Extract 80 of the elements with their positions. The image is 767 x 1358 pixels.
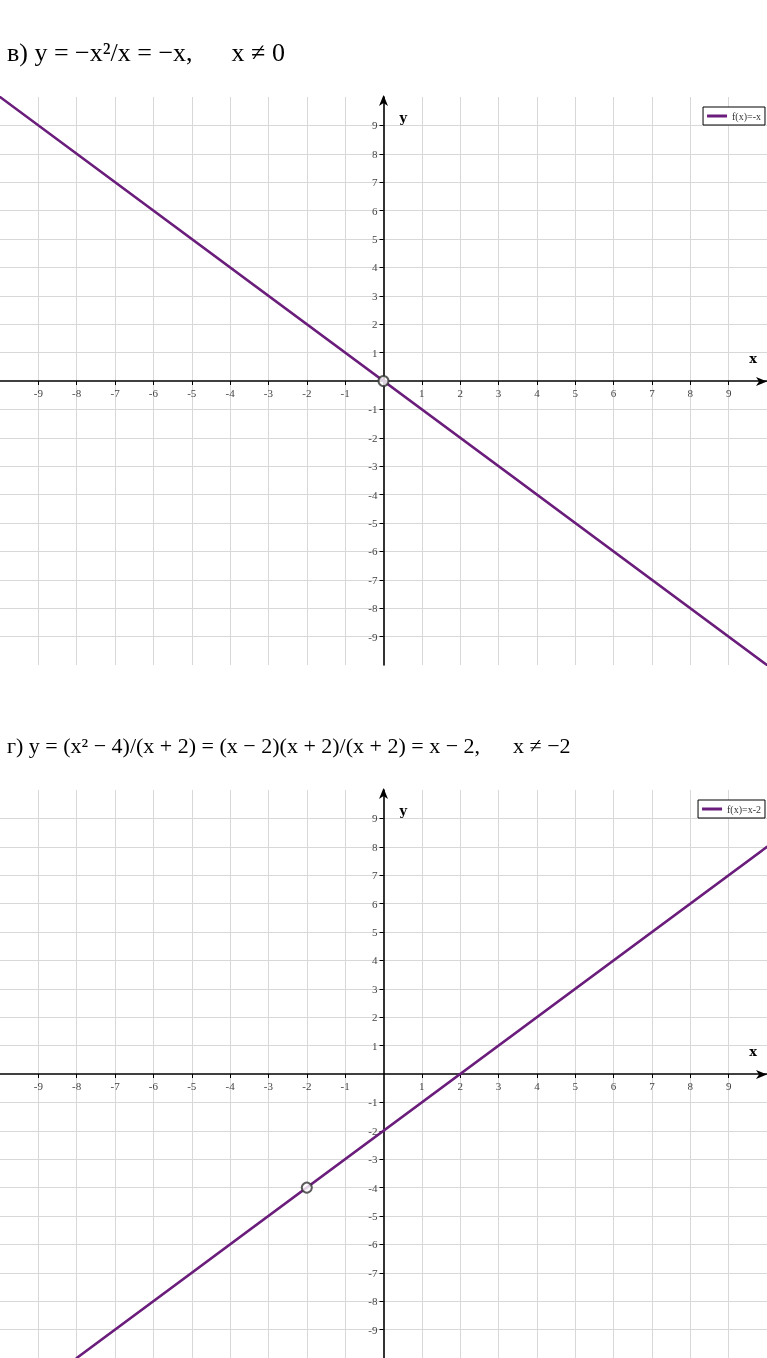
y-tick-label: -8 [368,1295,378,1308]
x-tick-label: 7 [649,1079,656,1092]
y-tick-label: 2 [372,318,378,331]
x-tick-label: 5 [572,1079,579,1092]
x-axis-title: x [749,351,758,366]
x-tick-label: 7 [649,386,656,399]
x-tick-label: -8 [72,386,82,399]
y-tick-label: 3 [372,982,378,995]
x-tick-label: -4 [225,386,236,399]
y-tick-label: -4 [368,488,378,501]
x-tick-label: 1 [419,1079,425,1092]
x-tick-label: 4 [534,386,541,399]
x-tick-label: 1 [419,386,425,399]
y-tick-label: -7 [368,1266,378,1279]
x-tick-label: 9 [725,1079,732,1092]
y-axis-title: y [398,803,408,818]
y-tick-label: -7 [368,573,378,586]
x-tick-label: 5 [572,386,579,399]
y-tick-label: -1 [368,403,378,416]
y-tick-label: 9 [372,812,378,825]
x-tick-label: -2 [302,386,312,399]
x-tick-label: -2 [302,1079,312,1092]
y-tick-label: -8 [368,602,378,615]
y-tick-label: -6 [368,1238,378,1251]
y-tick-label: 8 [372,147,378,160]
legend-label: f(x)=x-2 [727,803,762,816]
y-tick-label: 6 [372,204,378,217]
x-tick-label: -1 [340,386,350,399]
x-tick-label: 9 [725,386,732,399]
y-tick-label: 7 [372,176,378,189]
x-axis-title: x [749,1044,758,1059]
y-tick-label: -5 [368,517,378,529]
x-tick-label: -7 [110,386,121,399]
y-tick-label: 5 [372,926,378,938]
y-tick-label: -2 [368,1124,378,1137]
x-tick-label: 6 [610,386,617,399]
x-tick-label: 3 [495,1079,502,1092]
y-tick-label: -3 [368,460,378,473]
y-tick-label: 1 [372,1039,378,1052]
y-tick-label: 4 [372,954,378,967]
y-tick-label: -9 [368,630,378,643]
x-tick-label: -9 [33,1079,44,1092]
x-tick-label: -3 [263,386,274,399]
x-tick-label: -5 [187,1079,197,1092]
x-tick-label: 3 [495,386,502,399]
y-tick-label: -9 [368,1323,378,1336]
x-tick-label: -6 [148,386,159,399]
y-axis-title: y [398,110,408,125]
x-tick-label: 2 [457,386,463,399]
y-tick-label: 6 [372,897,378,910]
y-tick-label: 4 [372,261,378,274]
x-tick-label: -3 [263,1079,274,1092]
y-tick-label: -1 [368,1096,378,1109]
chart-title: г) y = (x² − 4)/(x + 2) = (x − 2)(x + 2)/(x + 2) = x − 2, x ≠ −2 [7,732,571,758]
y-tick-label: 5 [372,233,378,245]
y-tick-label: 3 [372,289,378,302]
x-tick-label: 6 [610,1079,617,1092]
x-tick-label: -4 [225,1079,236,1092]
y-tick-label: -4 [368,1181,378,1194]
y-tick-label: 9 [372,119,378,132]
x-tick-label: -6 [148,1079,159,1092]
y-tick-label: -3 [368,1153,378,1166]
x-tick-label: 4 [534,1079,541,1092]
x-tick-label: -8 [72,1079,82,1092]
x-tick-label: -9 [33,386,44,399]
legend-label: f(x)=-x [732,110,762,123]
y-tick-label: 8 [372,840,378,853]
x-tick-label: 8 [687,1079,694,1092]
y-tick-label: 7 [372,869,378,882]
y-tick-label: -6 [368,545,378,558]
chart-title: в) y = −x²/x = −x, x ≠ 0 [7,37,285,67]
y-tick-label: -5 [368,1210,378,1222]
y-tick-label: -2 [368,431,378,444]
y-tick-label: 1 [372,346,378,359]
x-tick-label: -7 [110,1079,121,1092]
x-tick-label: 2 [457,1079,463,1092]
y-tick-label: 2 [372,1011,378,1024]
x-tick-label: -1 [340,1079,350,1092]
x-tick-label: 8 [687,386,694,399]
x-tick-label: -5 [187,386,197,399]
